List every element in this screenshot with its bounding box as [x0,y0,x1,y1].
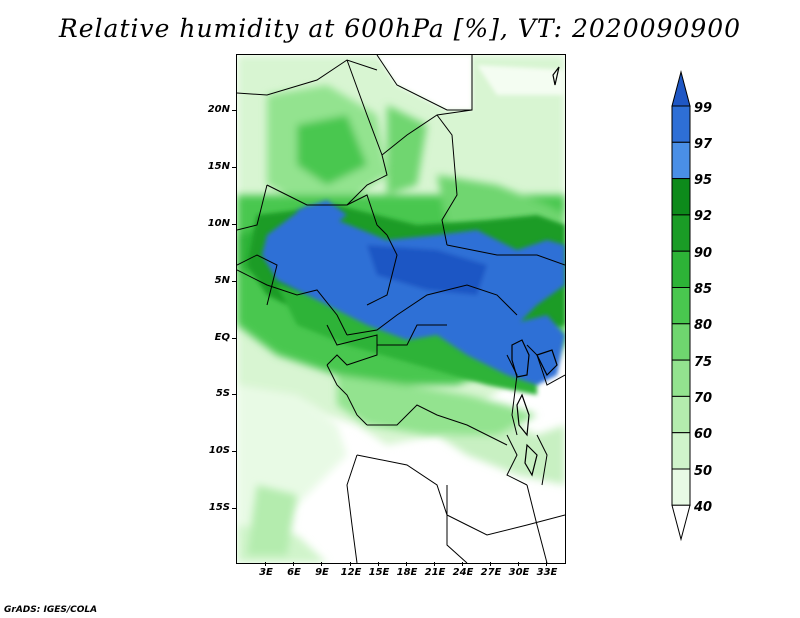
lon-tickmark [462,562,463,566]
lon-label: 18E [396,567,418,578]
lat-tickmark [232,281,236,282]
lat-tickmark [232,394,236,395]
colorbar-label: 75 [694,355,713,370]
colorbar-segment [671,214,691,252]
lon-tickmark [406,562,407,566]
colorbar-label: 92 [694,209,713,224]
lat-label: 15S [208,502,230,513]
lon-label: 21E [424,567,446,578]
humidity-map [236,54,566,564]
lon-tickmark [321,562,322,566]
humidity-field-dry [347,55,565,563]
colorbar-label: 85 [694,282,713,297]
lon-label: 33E [536,567,558,578]
map-title: Relative humidity at 600hPa [%], VT: 202… [58,14,742,43]
lon-tickmark [546,562,547,566]
lon-tickmark [350,562,351,566]
lon-label: 15E [368,567,390,578]
map-canvas [237,55,565,563]
colorbar-label: 90 [694,246,713,261]
colorbar-segment [671,323,691,361]
colorbar-label: 95 [694,173,713,188]
lat-label: 15N [207,161,230,172]
lon-label: 12E [340,567,362,578]
lon-tickmark [293,562,294,566]
lon-label: 30E [508,567,530,578]
colorbar-segment [671,395,691,434]
lat-tickmark [232,224,236,225]
humidity-field-saturated [262,200,565,385]
colorbar-label: 70 [694,391,713,406]
country-borders [237,55,565,563]
colorbar-label: 99 [694,101,713,116]
lon-tickmark [378,562,379,566]
lon-label: 6E [287,567,301,578]
credit-text: GrADS: IGES/COLA [4,605,98,615]
lon-label: 9E [315,567,329,578]
lakes [511,66,560,477]
lon-tickmark [434,562,435,566]
colorbar-segment [671,359,691,397]
lon-label: 24E [452,567,474,578]
colorbar-over-arrow [671,70,691,107]
lat-label: 10N [207,218,230,229]
colorbar-segment [671,250,691,288]
colorbar-segment [671,105,691,143]
lon-tickmark [490,562,491,566]
lat-label: 20N [207,104,230,115]
colorbar-segment [671,468,691,506]
lon-tickmark [518,562,519,566]
lat-label: EQ [214,332,230,343]
colorbar-under-arrow [671,504,691,542]
colorbar-segment [671,141,691,180]
colorbar-label: 40 [694,500,713,515]
lat-label: 5S [215,388,230,399]
lat-tickmark [232,338,236,339]
colorbar-segment [671,178,691,216]
lat-label: 5N [214,275,230,286]
colorbar-label: 80 [694,318,713,333]
lat-tickmark [232,167,236,168]
lat-tickmark [232,451,236,452]
colorbar [671,70,691,542]
lat-tickmark [232,508,236,509]
lat-tickmark [232,110,236,111]
colorbar-label: 50 [694,464,713,479]
lon-label: 3E [259,567,273,578]
colorbar-label: 60 [694,427,713,442]
colorbar-segment [671,287,691,325]
colorbar-segment [671,432,691,470]
lat-label: 10S [208,445,230,456]
lon-label: 27E [480,567,502,578]
colorbar-label: 97 [694,137,713,152]
lon-tickmark [265,562,266,566]
